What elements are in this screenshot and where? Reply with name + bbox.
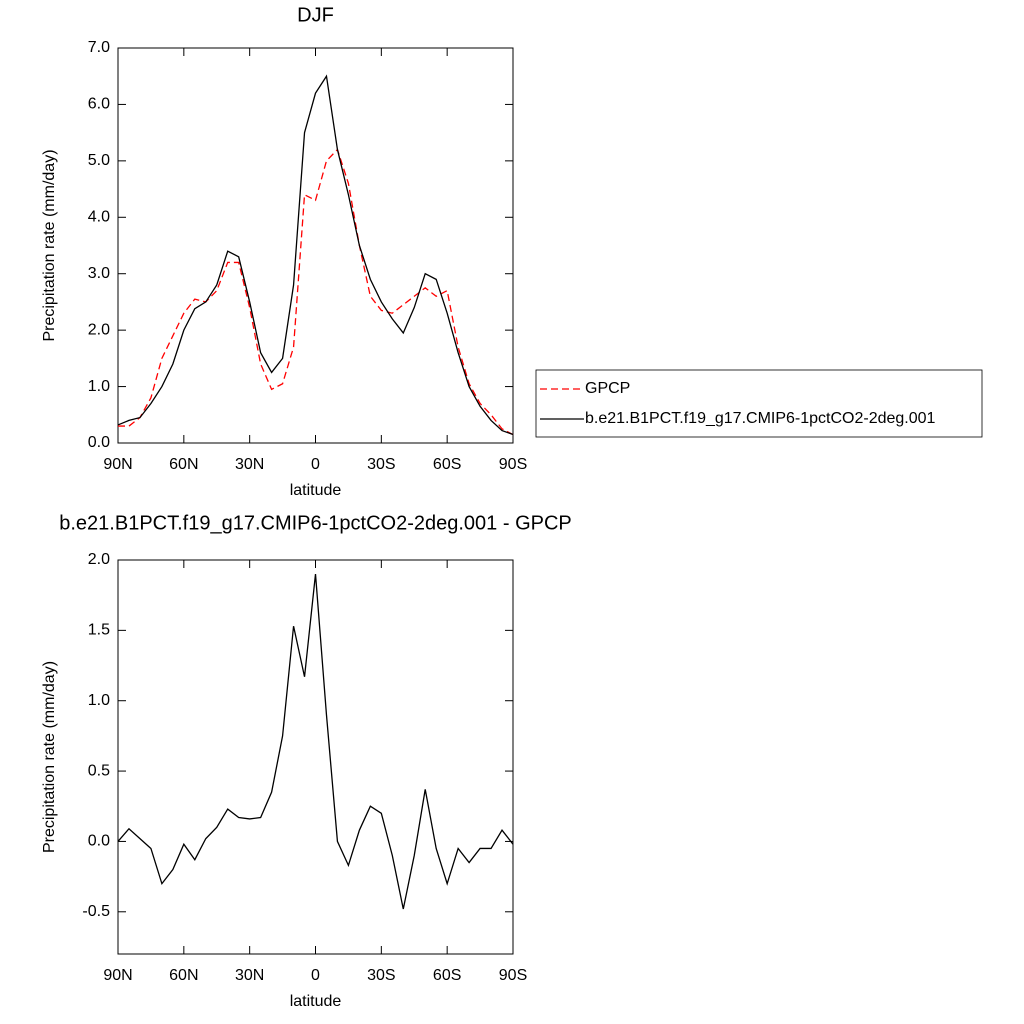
x-tick-label: 90S: [499, 967, 527, 984]
chart-title: DJF: [297, 4, 334, 26]
y-tick-label: 6.0: [88, 96, 110, 113]
x-tick-label: 60N: [169, 456, 198, 473]
y-tick-label: 2.0: [88, 551, 110, 568]
x-axis-label: latitude: [290, 993, 342, 1010]
x-axis-label: latitude: [290, 482, 342, 499]
y-axis-label: Precipitation rate (mm/day): [41, 149, 58, 341]
x-tick-label: 90N: [103, 967, 132, 984]
y-tick-label: 0.5: [88, 762, 110, 779]
x-tick-label: 0: [311, 967, 320, 984]
x-tick-label: 30S: [367, 456, 395, 473]
y-tick-label: 5.0: [88, 152, 110, 169]
y-tick-label: 1.5: [88, 622, 110, 639]
chart-title: b.e21.B1PCT.f19_g17.CMIP6-1pctCO2-2deg.0…: [59, 512, 572, 534]
series-line: [117, 574, 514, 910]
x-tick-label: 30N: [235, 967, 264, 984]
y-tick-label: 1.0: [88, 378, 110, 395]
y-axis-label: Precipitation rate (mm/day): [41, 661, 58, 853]
y-tick-label: 2.0: [88, 321, 110, 338]
series-line: [118, 148, 514, 436]
x-tick-label: 90N: [103, 456, 132, 473]
y-tick-label: 3.0: [88, 265, 110, 282]
y-tick-label: 0.0: [88, 833, 110, 850]
x-tick-label: 30N: [235, 456, 264, 473]
plot-frame: [117, 559, 514, 955]
x-tick-label: 60N: [169, 967, 198, 984]
plot-frame: [117, 47, 514, 444]
x-tick-label: 60S: [433, 967, 461, 984]
x-tick-label: 60S: [433, 456, 461, 473]
series-line: [117, 74, 514, 436]
legend-label: b.e21.B1PCT.f19_g17.CMIP6-1pctCO2-2deg.0…: [585, 410, 936, 427]
legend-box: [535, 369, 983, 438]
y-tick-label: 1.0: [88, 692, 110, 709]
y-tick-label: 7.0: [88, 39, 110, 56]
y-tick-label: 0.0: [88, 434, 110, 451]
x-tick-label: 90S: [499, 456, 527, 473]
x-tick-label: 0: [311, 456, 320, 473]
legend-label: GPCP: [585, 380, 630, 397]
y-tick-label: -0.5: [82, 903, 110, 920]
x-tick-label: 30S: [367, 967, 395, 984]
y-tick-label: 4.0: [88, 209, 110, 226]
